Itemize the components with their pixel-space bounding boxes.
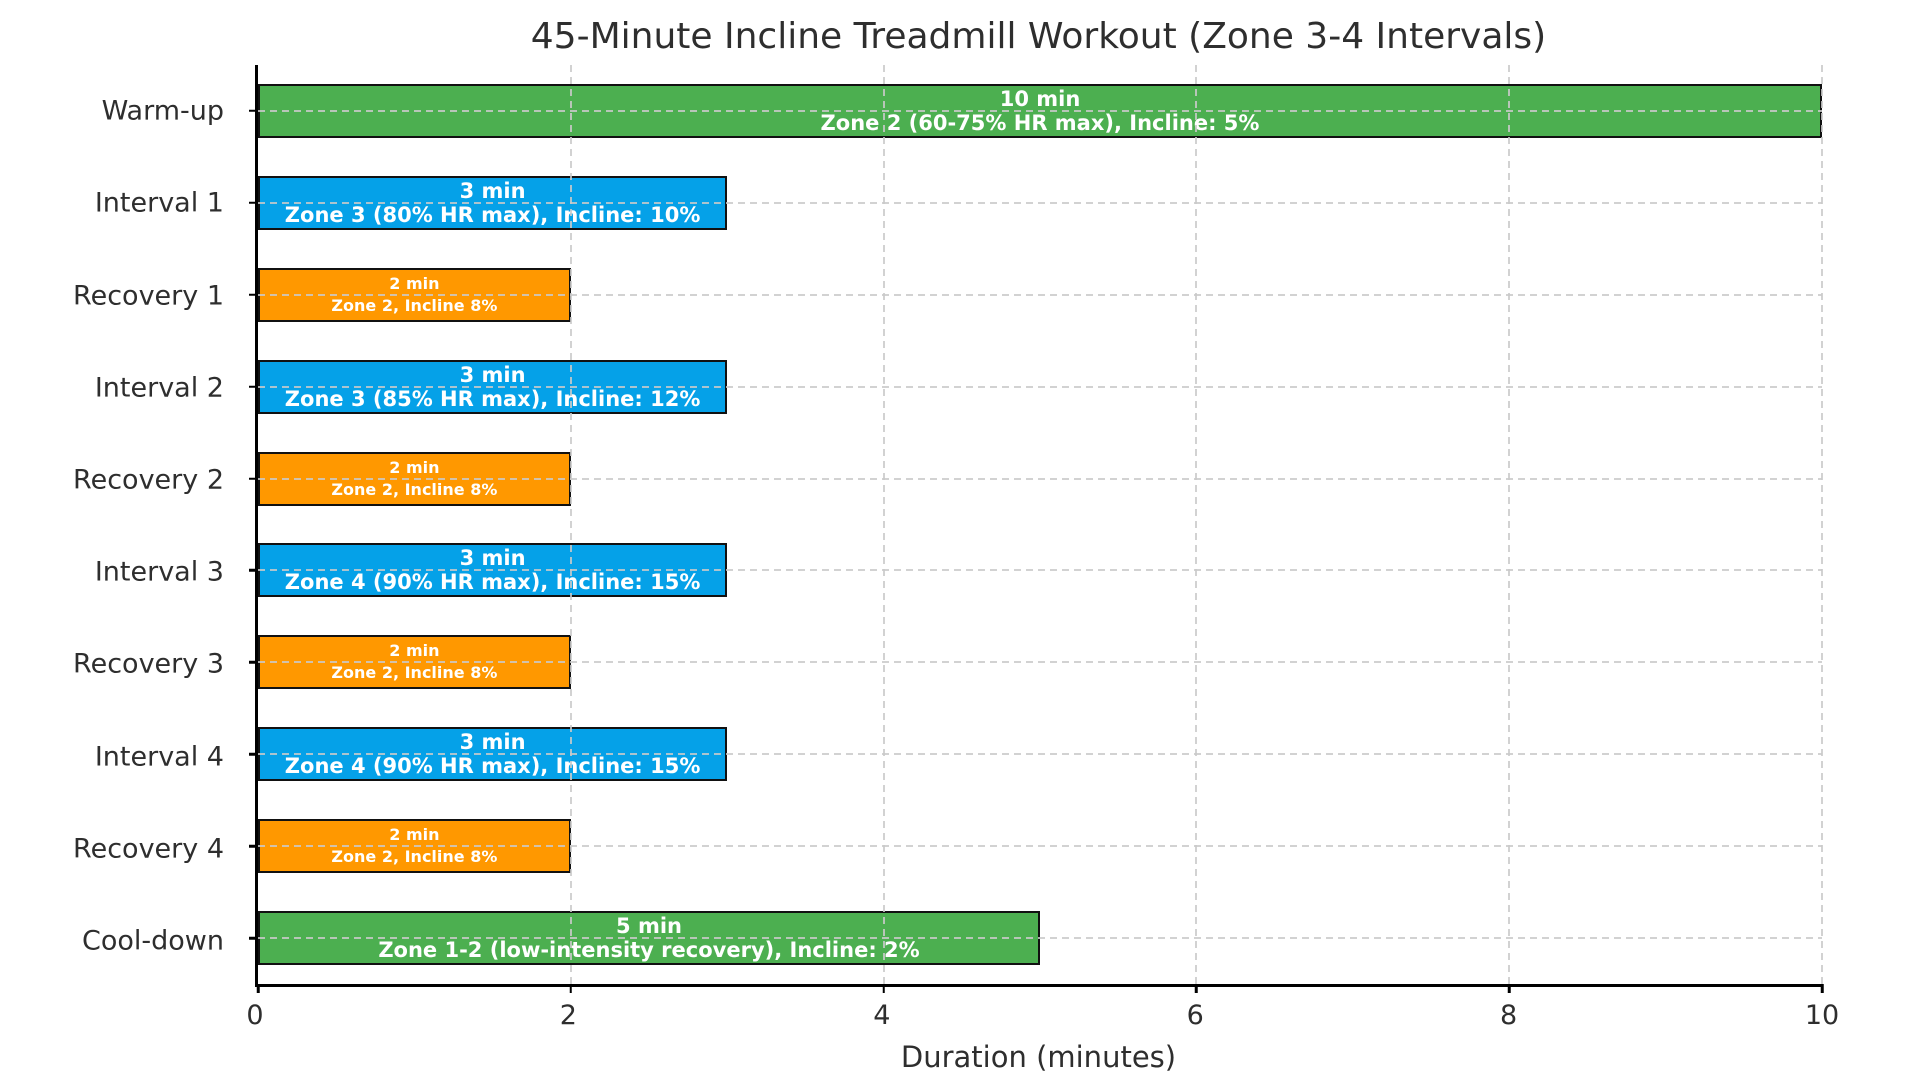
y-tick-mark [249, 201, 258, 205]
gridline-horizontal [258, 385, 1822, 388]
y-tick-label: Cool-down [82, 925, 224, 957]
bar-label-detail: Zone 2, Incline 8% [331, 295, 498, 315]
x-tick-mark [256, 984, 260, 993]
y-tick-mark [249, 109, 258, 113]
x-tick-mark [1820, 984, 1824, 993]
bar-label-duration: 2 min [389, 825, 440, 845]
bar-label-duration: 5 min [616, 914, 682, 939]
gridline-horizontal [258, 661, 1822, 664]
bar-label-duration: 3 min [459, 730, 526, 755]
y-tick-mark [249, 844, 258, 848]
bar-label-duration: 2 min [389, 641, 440, 661]
y-tick-mark [249, 293, 258, 296]
x-tick-label: 0 [246, 1000, 264, 1031]
x-tick-label: 8 [1500, 1000, 1518, 1031]
y-tick-label: Interval 1 [94, 187, 224, 219]
bar-label-detail: Zone 4 (90% HR max), Incline: 15% [284, 754, 701, 779]
x-axis-title: Duration (minutes) [900, 1040, 1177, 1074]
bar-label-detail: Zone 3 (80% HR max), Incline: 10% [284, 202, 701, 227]
y-tick-mark [249, 661, 258, 664]
bar-label-detail: Zone 3 (85% HR max), Incline: 12% [284, 386, 701, 411]
x-axis-ticks: 0 2 4 6 8 10 [246, 1000, 1839, 1034]
y-tick-label: Interval 4 [94, 741, 224, 772]
bar-label-detail: Zone 1-2 (low-intensity recovery), Incli… [378, 938, 920, 963]
x-tick-mark [1507, 984, 1511, 993]
gridline-horizontal [258, 201, 1822, 204]
bar-label-detail: Zone 2, Incline 8% [331, 479, 498, 499]
gridline-vertical [882, 65, 885, 984]
gridline-vertical [569, 65, 572, 984]
gridline-vertical [1821, 65, 1823, 984]
plot-area: 10 min Zone 2 (60-75% HR max), Incline: 5… [249, 65, 1824, 993]
gridline-vertical [1195, 65, 1198, 984]
y-tick-mark [249, 385, 258, 388]
bar-label-duration: 10 min [999, 86, 1081, 111]
bar-label-duration: 3 min [459, 546, 526, 571]
chart-title: 45-Minute Incline Treadmill Workout (Zon… [530, 16, 1547, 57]
bar-label-duration: 3 min [459, 178, 526, 203]
y-tick-mark [249, 936, 258, 940]
bar-label-detail: Zone 4 (90% HR max), Incline: 15% [284, 570, 701, 595]
gridline-horizontal [258, 293, 1822, 296]
bar-label-detail: Zone 2, Incline 8% [331, 847, 498, 867]
gridline-horizontal [258, 109, 1822, 112]
y-tick-label: Recovery 2 [73, 464, 224, 496]
y-tick-label: Recovery 1 [73, 280, 224, 311]
y-tick-label: Warm-up [101, 95, 224, 127]
x-tick-label: 4 [873, 1000, 891, 1031]
y-tick-label: Interval 2 [94, 372, 224, 404]
y-tick-mark [249, 569, 258, 572]
x-tick-label: 10 [1804, 1000, 1840, 1031]
y-tick-label: Interval 3 [94, 556, 224, 588]
x-tick-mark [569, 984, 573, 993]
bar-label-detail: Zone 2 (60-75% HR max), Incline: 5% [820, 110, 1260, 135]
gridline-horizontal [258, 845, 1822, 848]
bar-label-duration: 2 min [389, 457, 440, 477]
x-tick-label: 6 [1186, 1000, 1204, 1031]
gridline-horizontal [258, 753, 1822, 756]
x-tick-mark [1195, 984, 1198, 993]
gridline-vertical [1508, 65, 1511, 984]
y-axis-labels: Warm-up Interval 1 Recovery 1 Interval 2 Rec… [0, 65, 240, 987]
gridline-horizontal [258, 569, 1822, 572]
gridline-horizontal [258, 937, 1822, 940]
gridline-horizontal [258, 477, 1822, 480]
y-tick-label: Recovery 4 [73, 833, 224, 865]
bar-label-detail: Zone 2, Incline 8% [331, 663, 498, 683]
bar-label-duration: 3 min [459, 362, 526, 387]
x-tick-mark [882, 984, 885, 993]
bar-label-duration: 2 min [389, 273, 440, 293]
y-tick-label: Recovery 3 [73, 648, 224, 680]
x-tick-label: 2 [559, 1000, 577, 1031]
y-tick-mark [249, 753, 258, 756]
y-tick-mark [249, 477, 258, 480]
